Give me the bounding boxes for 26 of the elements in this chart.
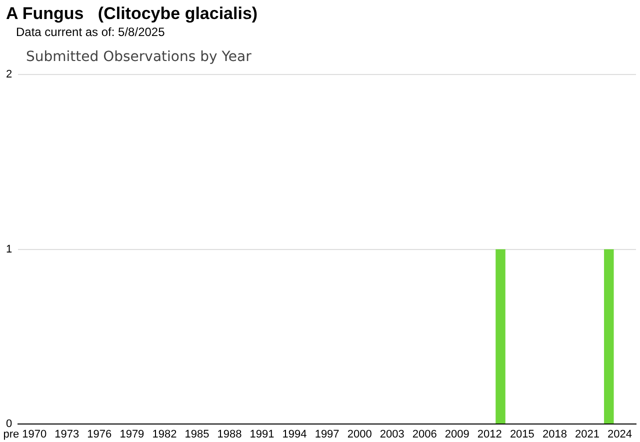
chart-title: A Fungus (Clitocybe glacialis) [6,4,258,24]
text: Submitted Observations by Year [26,49,252,65]
y-tick-label: 0 [6,418,12,430]
x-tick-label: 2018 [542,428,567,441]
x-tick-label: 2021 [574,428,600,441]
x-tick-label: 1970 [22,428,47,441]
x-tick-label: 1973 [54,428,80,441]
x-tick-label: 1997 [314,428,340,441]
x-tick-label: 2024 [608,428,632,441]
y-tick-label: 1 [6,243,12,256]
y-tick-label: 2 [6,68,12,81]
x-tick-label: pre [3,428,20,441]
x-tick-label: 1991 [250,428,274,441]
x-tick-label: 2006 [412,428,437,441]
x-tick-label: 1988 [217,428,242,441]
x-tick-label: 2012 [477,428,502,441]
x-tick-label: 2009 [444,428,470,441]
x-tick-label: 1979 [120,428,144,441]
x-tick-label: 2000 [347,428,372,441]
x-tick-label: 2003 [380,428,404,441]
x-tick-label: 1985 [184,428,210,441]
x-tick-label: 1994 [282,428,307,441]
x-tick-label: 2015 [510,428,534,441]
x-tick-label: 1982 [152,428,177,441]
chart-subtitle: Data current as of: 5/8/2025 [16,25,165,39]
x-tick-label: 1976 [87,428,112,441]
